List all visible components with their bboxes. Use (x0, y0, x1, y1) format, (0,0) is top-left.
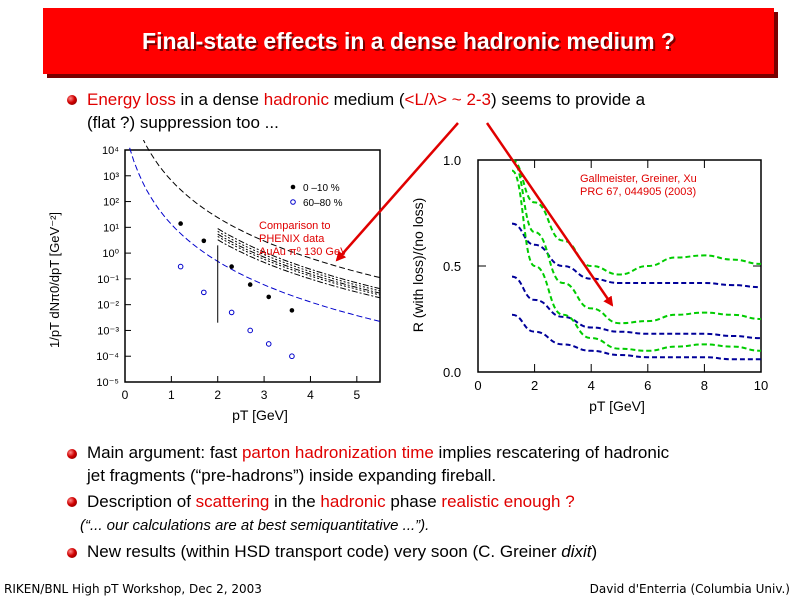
right-curves (511, 159, 762, 361)
right-y-tick-label: 1.0 (443, 153, 461, 168)
ratio-curve-4 (511, 169, 762, 352)
ratio-curve-3 (511, 275, 762, 340)
model-band-curve (217, 235, 381, 296)
data-point-peripheral (247, 327, 253, 334)
right-ylabel: R (with loss)/(no loss) (410, 198, 426, 333)
left-x-tick-label: 3 (261, 388, 268, 402)
legend-marker-peripheral (290, 199, 296, 205)
data-point-central (201, 238, 207, 244)
left-ylabel: 1/pT dNπ0/dpT [GeV⁻²] (47, 212, 62, 348)
bullet-icon (67, 548, 77, 558)
left-y-tick-label: 10⁻³ (97, 325, 119, 337)
citation-annotation: Gallmeister, Greiner, Xu PRC 67, 044905 … (580, 173, 697, 198)
left-y-tick-label: 10⁻⁴ (96, 351, 119, 363)
data-point-peripheral (201, 289, 207, 296)
left-spectrum-plot: 10⁴ 10³ 10² 10¹ 10⁰ 10⁻¹ 10⁻² 10⁻³ 10⁻⁴ 10⁻⁵ 0 1 2 3… (47, 140, 381, 423)
left-x-ticks: 0 1 2 3 4 5 (122, 376, 360, 402)
bullet-4-text: New results (within HSD transport code) … (87, 542, 598, 561)
bullet-icon (67, 497, 77, 507)
left-y-tick-label: 10⁻⁵ (96, 377, 119, 389)
arrow-to-right-plot (485, 122, 614, 307)
right-x-tick-label: 2 (531, 378, 538, 393)
slide-title: Final-state effects in a dense hadronic … (142, 27, 675, 54)
model-curve-central (142, 140, 381, 279)
right-ratio-plot: 1.0 0.5 0.0 0 2 4 6 8 10 R (with loss)/(no loss… (410, 153, 768, 414)
bullet-1-text: Energy loss in a dense hadronic medium (… (87, 90, 646, 132)
right-x-tick-label: 4 (588, 378, 595, 393)
left-legend: 0 –10 % 60–80 % (290, 183, 343, 209)
data-point-central (266, 294, 272, 300)
right-x-tick-label: 0 (474, 378, 481, 393)
right-y-ticks: 1.0 0.5 0.0 (443, 153, 761, 380)
legend-central: 0 –10 % (303, 183, 340, 194)
model-band-curve (217, 230, 381, 292)
data-point-peripheral (177, 263, 184, 270)
ratio-curve-5 (511, 313, 761, 361)
right-x-tick-label: 8 (701, 378, 708, 393)
left-points (177, 221, 295, 360)
left-y-ticks: 10⁴ 10³ 10² 10¹ 10⁰ 10⁻¹ 10⁻² 10⁻³ 10⁻⁴ 10⁻⁵ (96, 145, 131, 389)
ratio-curve-0 (511, 159, 762, 276)
model-band-curve (217, 239, 381, 299)
bullet-icon (67, 95, 77, 105)
left-y-tick-label: 10¹ (103, 222, 119, 234)
left-x-tick-label: 1 (168, 388, 175, 402)
right-x-ticks: 0 2 4 6 8 10 (474, 160, 768, 393)
footer-right: David d'Enterria (Columbia Univ.) (589, 582, 790, 596)
data-point-central (247, 282, 253, 287)
right-x-tick-label: 10 (754, 378, 768, 393)
left-xlabel: pT [GeV] (232, 407, 288, 423)
left-y-tick-label: 10² (103, 197, 119, 209)
data-point-central (289, 308, 295, 313)
left-y-tick-label: 10⁴ (102, 145, 119, 157)
legend-peripheral: 60–80 % (303, 198, 343, 209)
right-xlabel: pT [GeV] (589, 398, 645, 414)
left-plot-frame (124, 149, 381, 383)
data-point-peripheral (265, 341, 272, 347)
left-x-tick-label: 2 (214, 388, 221, 402)
left-x-tick-label: 0 (122, 388, 129, 402)
left-x-tick-label: 5 (353, 388, 360, 402)
model-band-curve (217, 233, 381, 294)
legend-marker-central (290, 184, 296, 190)
footer-left: RIKEN/BNL High pT Workshop, Dec 2, 2003 (4, 582, 262, 596)
right-y-tick-label: 0.0 (443, 365, 461, 380)
left-y-tick-label: 10⁻² (97, 300, 119, 312)
left-curves (129, 140, 381, 323)
right-y-tick-label: 0.5 (443, 259, 461, 274)
right-x-tick-label: 6 (644, 378, 651, 393)
data-point-central (178, 221, 183, 226)
bullet-3-text: Description of scattering in the hadroni… (87, 492, 575, 511)
bullet-3-quote: (“... our calculations are at best semiq… (80, 517, 430, 534)
left-y-tick-label: 10³ (103, 171, 119, 183)
bullet-icon (67, 449, 77, 459)
model-band-curve (217, 228, 381, 290)
data-point-central (229, 264, 234, 269)
data-point-peripheral (289, 353, 295, 360)
bullet-2-text: Main argument: fast parton hadronization… (87, 443, 670, 485)
left-y-tick-label: 10⁰ (102, 248, 119, 260)
title-bar: Final-state effects in a dense hadronic … (43, 8, 774, 74)
ratio-curve-2 (511, 159, 762, 325)
comparison-annotation: Comparison to PHENIX data AuAu π⁰ 130 Ge… (259, 220, 348, 258)
left-x-tick-label: 4 (307, 388, 314, 402)
model-curve-peripheral (129, 147, 381, 322)
left-y-tick-label: 10⁻¹ (97, 274, 119, 286)
data-point-peripheral (228, 309, 235, 316)
arrow-to-left-plot (335, 122, 459, 262)
